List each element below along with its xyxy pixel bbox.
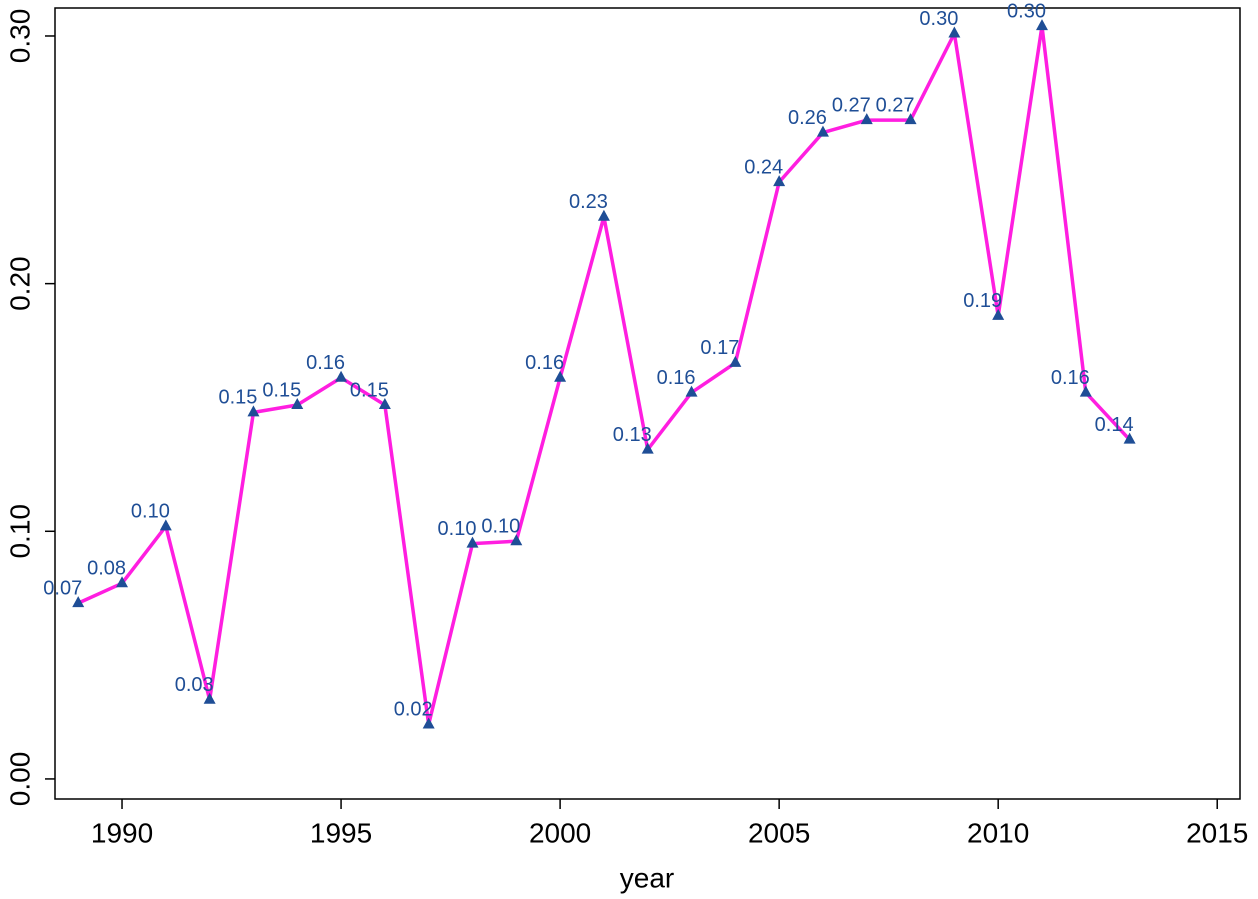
value-label: 0.24 (744, 156, 783, 178)
value-label: 0.08 (87, 558, 126, 580)
marker (597, 209, 610, 221)
y-tick-label: 0.20 (4, 256, 35, 311)
x-tick-label: 2010 (967, 817, 1029, 848)
x-tick-label: 2005 (748, 817, 810, 848)
marker (1123, 432, 1136, 444)
value-label: 0.19 (963, 290, 1002, 312)
value-label: 0.15 (219, 387, 258, 409)
value-label: 0.16 (657, 367, 696, 389)
value-label: 0.15 (350, 379, 389, 401)
marker (510, 534, 523, 546)
marker (291, 397, 304, 409)
marker (641, 442, 654, 454)
value-label: 0.10 (438, 518, 477, 540)
x-axis-label: year (620, 862, 674, 893)
marker (729, 355, 742, 367)
value-label: 0.27 (876, 94, 915, 116)
marker (992, 308, 1005, 320)
marker (554, 370, 567, 382)
y-tick-label: 0.30 (4, 9, 35, 64)
value-label: 0.16 (306, 352, 345, 374)
value-label: 0.07 (43, 577, 82, 599)
marker (1079, 385, 1092, 397)
marker (116, 576, 129, 588)
value-label: 0.16 (525, 352, 564, 374)
marker (685, 385, 698, 397)
marker (159, 519, 172, 531)
marker (422, 717, 435, 729)
marker (816, 125, 829, 137)
value-label: 0.13 (613, 424, 652, 446)
value-label: 0.10 (131, 501, 170, 523)
x-tick-label: 1990 (91, 817, 153, 848)
value-label: 0.14 (1095, 414, 1134, 436)
marker (378, 397, 391, 409)
marker (860, 113, 873, 125)
value-label: 0.03 (175, 674, 214, 696)
marker (1035, 19, 1048, 31)
marker (72, 596, 85, 608)
value-label: 0.10 (481, 515, 520, 537)
value-label: 0.02 (394, 699, 433, 721)
value-label: 0.26 (788, 107, 827, 129)
value-label: 0.15 (262, 379, 301, 401)
value-label: 0.30 (1007, 0, 1046, 22)
value-label: 0.30 (919, 8, 958, 30)
value-label: 0.23 (569, 191, 608, 213)
marker (203, 692, 216, 704)
marker (773, 175, 786, 187)
value-label: 0.16 (1051, 367, 1090, 389)
y-tick-label: 0.10 (4, 504, 35, 559)
x-tick-label: 1995 (310, 817, 372, 848)
value-label: 0.17 (700, 337, 739, 359)
series-line (77, 24, 1131, 727)
marker (904, 113, 917, 125)
x-tick-label: 2000 (529, 817, 591, 848)
plot-frame (54, 7, 1241, 800)
marker (247, 405, 260, 417)
marker (948, 26, 961, 38)
marker (335, 370, 348, 382)
marker (466, 536, 479, 548)
value-label: 0.27 (832, 94, 871, 116)
x-tick-label: 2015 (1186, 817, 1248, 848)
y-tick-label: 0.00 (4, 752, 35, 807)
